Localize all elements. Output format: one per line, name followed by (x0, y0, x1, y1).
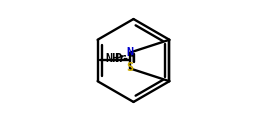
Text: N: N (126, 46, 134, 59)
Text: NH: NH (105, 52, 120, 65)
Text: S: S (126, 61, 134, 74)
Text: P: P (114, 52, 121, 65)
Text: r: r (118, 52, 125, 65)
Text: -n: -n (121, 52, 136, 65)
